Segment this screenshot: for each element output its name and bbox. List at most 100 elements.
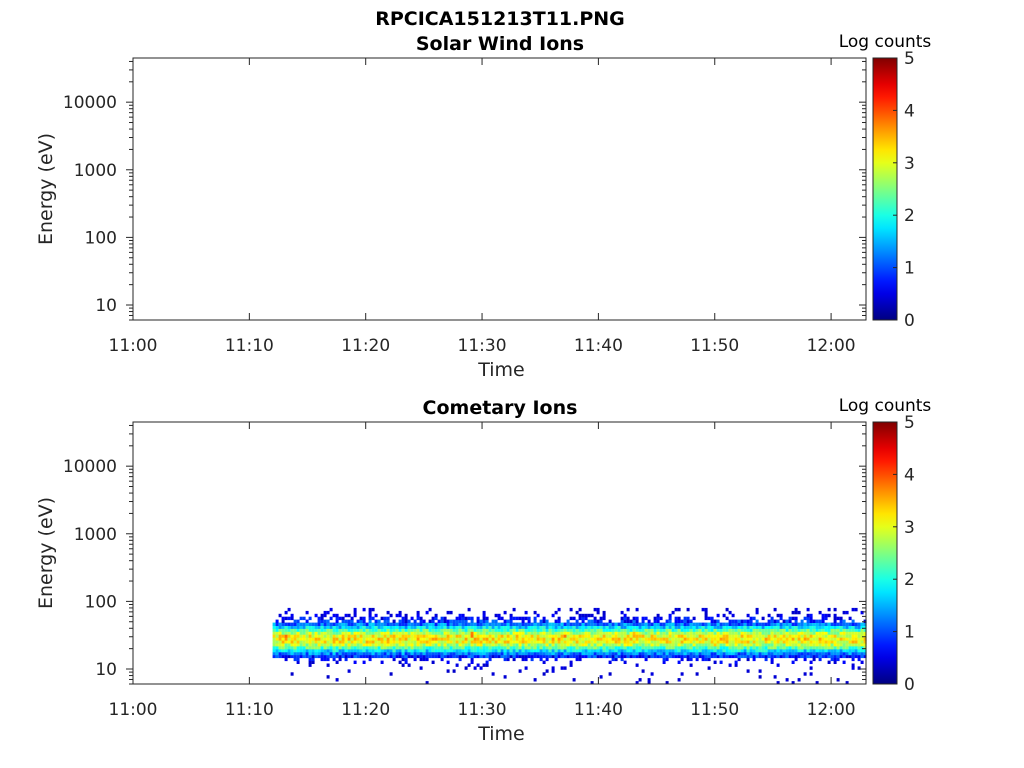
heatmap-cell (275, 648, 279, 653)
heatmap-cell (716, 634, 720, 638)
heatmap-cell (707, 646, 711, 650)
heatmap-cell (512, 657, 516, 662)
heatmap-cell (647, 654, 651, 659)
heatmap-cell (710, 637, 714, 641)
heatmap-cell (374, 613, 378, 618)
heatmap-cell (839, 646, 843, 650)
heatmap-cell (728, 625, 732, 629)
heatmap-cell (278, 654, 282, 659)
heatmap-cell (374, 628, 378, 632)
heatmap-cell (662, 631, 666, 635)
heatmap-cell (623, 625, 627, 629)
heatmap-cell (761, 646, 765, 650)
heatmap-cell (662, 654, 666, 659)
heatmap-cell (593, 640, 597, 644)
heatmap-cell (467, 643, 471, 647)
heatmap-cell (299, 643, 303, 647)
heatmap-cell (323, 646, 327, 650)
heatmap-cell (389, 654, 393, 659)
heatmap-cell (683, 628, 687, 632)
heatmap-cell (557, 654, 561, 659)
heatmap-cell (395, 628, 399, 632)
heatmap-cell (554, 654, 558, 659)
heatmap-cell (380, 648, 384, 653)
heatmap-cell (458, 646, 462, 650)
heatmap-cell (428, 631, 432, 635)
heatmap-cell (641, 648, 645, 653)
heatmap-cell (518, 648, 522, 653)
heatmap-cell (833, 646, 837, 650)
heatmap-cell (731, 654, 735, 659)
heatmap-cell (344, 628, 348, 632)
heatmap-cell (629, 619, 633, 623)
heatmap-cell (308, 631, 312, 635)
heatmap-cell (746, 619, 750, 623)
heatmap-cell (500, 631, 504, 635)
heatmap-cell (332, 622, 336, 626)
heatmap-cell (545, 634, 549, 638)
heatmap-cell (332, 613, 336, 618)
heatmap-cell (503, 625, 507, 629)
heatmap-cell (674, 625, 678, 629)
heatmap-cell (431, 654, 435, 659)
heatmap-cell (530, 628, 534, 632)
heatmap-cell (599, 637, 603, 641)
heatmap-cell (290, 634, 294, 638)
heatmap-cell (569, 660, 573, 664)
heatmap-cell (557, 628, 561, 632)
heatmap-cell (395, 622, 399, 626)
y-tick-label: 10 (95, 296, 117, 316)
heatmap-cell (404, 637, 408, 641)
heatmap-cell (278, 622, 282, 626)
heatmap-cell (359, 643, 363, 647)
heatmap-cell (308, 651, 312, 656)
heatmap-cell (857, 637, 861, 641)
heatmap-cell (854, 631, 858, 635)
heatmap-cell (641, 628, 645, 632)
heatmap-cell (320, 631, 324, 635)
heatmap-cell (746, 657, 750, 662)
heatmap-cell (536, 631, 540, 635)
heatmap-cell (770, 637, 774, 641)
heatmap-cell (446, 625, 450, 629)
heatmap-cell (644, 631, 648, 635)
heatmap-cell (389, 631, 393, 635)
heatmap-cell (497, 616, 501, 621)
heatmap-cell (296, 625, 300, 629)
heatmap-cell (329, 634, 333, 638)
heatmap-cell (539, 637, 543, 641)
heatmap-cell (596, 651, 600, 656)
heatmap-cell (527, 654, 531, 659)
heatmap-cell (380, 646, 384, 650)
heatmap-cell (566, 625, 570, 629)
heatmap-cell (296, 631, 300, 635)
heatmap-cell (347, 625, 351, 629)
heatmap-cell (446, 640, 450, 644)
heatmap-cell (626, 622, 630, 626)
heatmap-cell (644, 637, 648, 641)
heatmap-cell (284, 631, 288, 635)
heatmap-cell (530, 640, 534, 644)
heatmap-cell (422, 654, 426, 659)
heatmap-cell (422, 657, 426, 662)
heatmap-cell (704, 657, 708, 662)
heatmap-cell (770, 631, 774, 635)
heatmap-cell (632, 634, 636, 638)
heatmap-cell (560, 646, 564, 650)
heatmap-cell (368, 631, 372, 635)
heatmap-cell (827, 634, 831, 638)
heatmap-cell (479, 631, 483, 635)
heatmap-cell (554, 619, 558, 623)
heatmap-cell (422, 640, 426, 644)
heatmap-cell (653, 631, 657, 635)
heatmap-cell (623, 660, 627, 664)
heatmap-cell (584, 625, 588, 629)
heatmap-cell (416, 628, 420, 632)
heatmap-cell (521, 640, 525, 644)
heatmap-cell (458, 634, 462, 638)
heatmap-cell (392, 657, 396, 662)
heatmap-cell (740, 643, 744, 647)
heatmap-cell (689, 646, 693, 650)
heatmap-cell (446, 619, 450, 623)
heatmap-cell (503, 622, 507, 626)
